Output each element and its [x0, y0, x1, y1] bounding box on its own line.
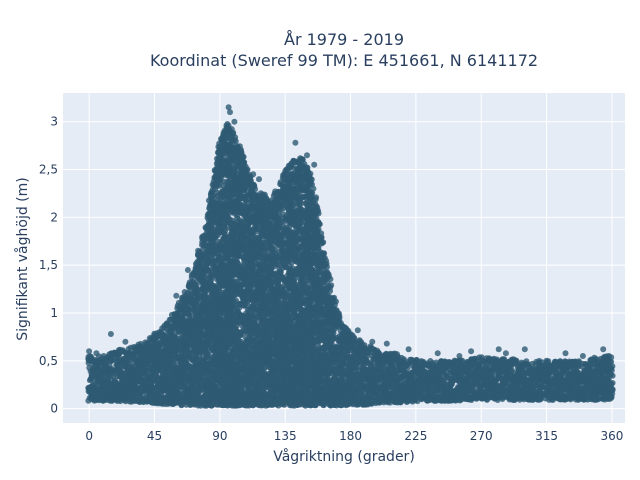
data-point	[244, 166, 251, 173]
data-point	[240, 153, 246, 160]
data-point	[232, 134, 239, 141]
data-point	[252, 186, 259, 193]
chart-title-line-2: Koordinat (Sweref 99 TM): E 451661, N 61…	[150, 51, 538, 70]
chart-title-line-1: År 1979 - 2019	[284, 30, 404, 49]
data-point	[153, 371, 160, 378]
data-point	[132, 393, 139, 400]
data-points	[85, 104, 616, 409]
